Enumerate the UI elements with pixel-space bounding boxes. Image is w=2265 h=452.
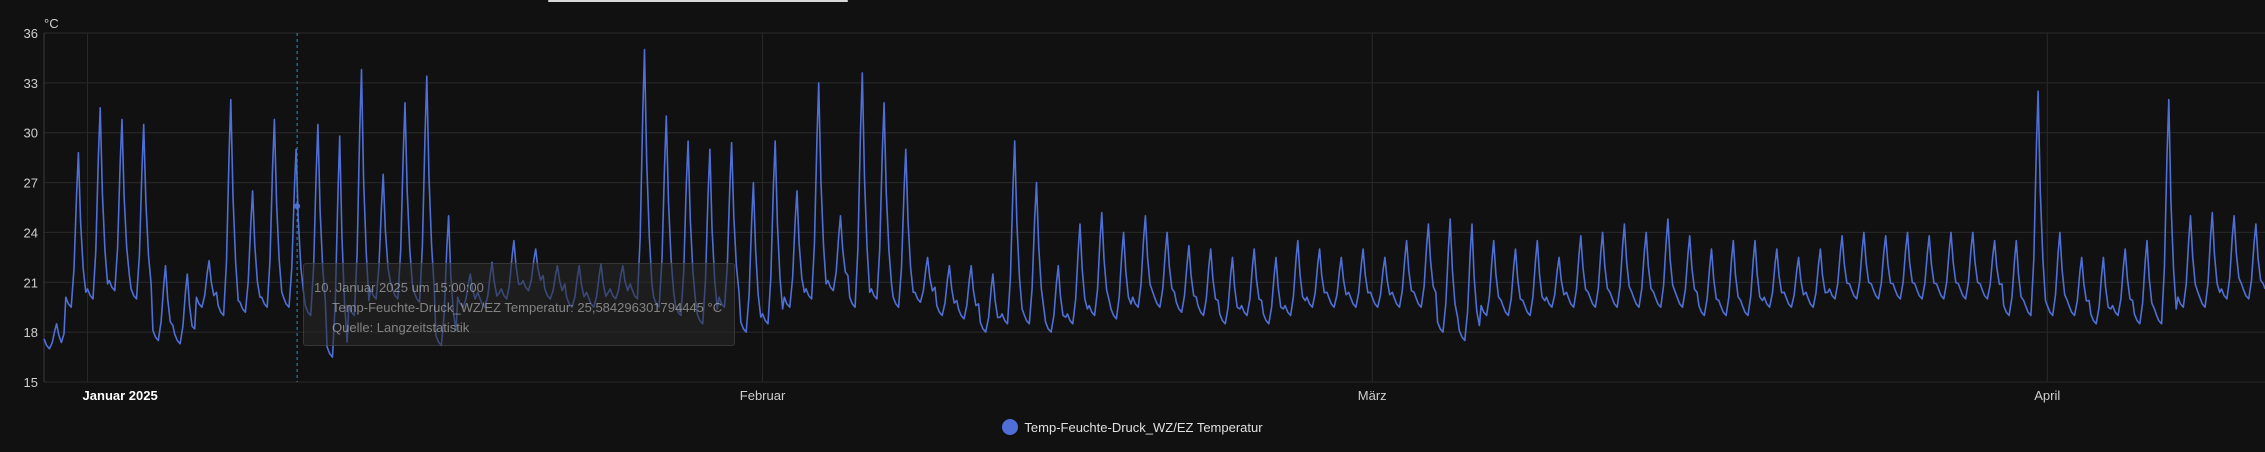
y-tick-label: 30 bbox=[24, 126, 38, 141]
crosshair-point bbox=[294, 203, 301, 210]
chart-canvas[interactable]: 36 33 30 27 24 21 18 15 °C Januar 2025 Februar März… bbox=[0, 0, 2265, 420]
x-tick-label: Februar bbox=[740, 388, 786, 403]
legend-label: Temp-Feuchte-Druck_WZ/EZ Temperatur bbox=[1024, 419, 1263, 435]
legend-color-dot bbox=[1002, 419, 1019, 435]
y-tick-label: 15 bbox=[24, 375, 38, 390]
chart-legend: Temp-Feuchte-Druck_WZ/EZ Temperatur bbox=[0, 419, 2265, 435]
tooltip-source: Quelle: Langzeitstatistik bbox=[332, 320, 470, 335]
top-scrollbar[interactable] bbox=[548, 0, 848, 2]
legend-item-temperature[interactable]: Temp-Feuchte-Druck_WZ/EZ Temperatur bbox=[1002, 419, 1263, 435]
y-tick-label: 36 bbox=[24, 26, 38, 41]
x-tick-label: März bbox=[1358, 388, 1387, 403]
tooltip-value-row: Temp-Feuchte-Druck_WZ/EZ Temperatur: 25,… bbox=[332, 300, 723, 315]
y-tick-label: 24 bbox=[24, 225, 38, 240]
y-axis-unit: °C bbox=[44, 16, 59, 31]
tooltip-title: 10. Januar 2025 um 15:00:00 bbox=[314, 280, 484, 295]
y-tick-label: 33 bbox=[24, 76, 38, 91]
y-tick-label: 27 bbox=[24, 176, 38, 191]
chart-tooltip: 10. Januar 2025 um 15:00:00 Temp-Feuchte… bbox=[303, 263, 735, 346]
y-tick-label: 18 bbox=[24, 325, 38, 340]
y-tick-label: 21 bbox=[24, 275, 38, 290]
x-tick-label: April bbox=[2034, 388, 2060, 403]
x-tick-label: Januar 2025 bbox=[83, 388, 158, 403]
